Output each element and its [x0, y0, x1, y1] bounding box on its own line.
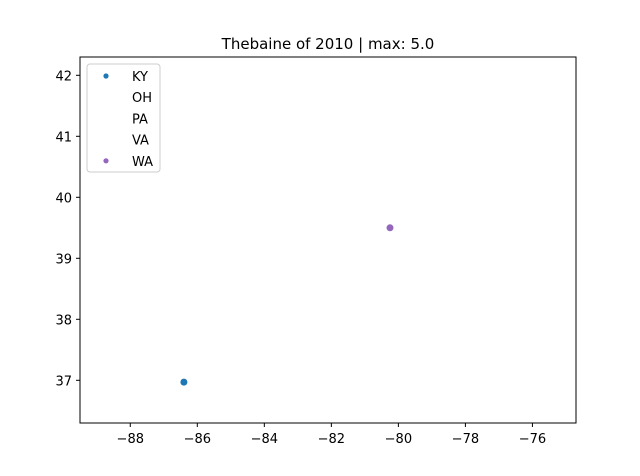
y-axis: 37 38 39 40 41 42 [55, 69, 80, 389]
x-tick-label: −84 [251, 432, 278, 447]
y-tick-label: 39 [55, 252, 72, 267]
data-point-ky [180, 378, 188, 386]
x-tick-label: −82 [318, 432, 345, 447]
legend-box [86, 63, 161, 173]
y-tick-label: 41 [55, 130, 72, 145]
y-tick-label: 40 [55, 191, 72, 206]
x-tick-label: −80 [385, 432, 412, 447]
legend-marker-ky [103, 73, 109, 79]
x-axis: −88 −86 −84 −82 −80 −78 −76 [117, 423, 546, 447]
legend-label-va: VA [132, 134, 149, 149]
x-tick-label: −88 [117, 432, 144, 447]
legend-label-wa: WA [132, 155, 153, 170]
legend: KY OH PA VA WA [86, 63, 161, 173]
y-tick-label: 42 [55, 69, 72, 84]
x-tick-label: −86 [184, 432, 211, 447]
x-tick-label: −76 [519, 432, 546, 447]
y-tick-label: 37 [55, 374, 72, 389]
legend-label-pa: PA [132, 112, 148, 127]
y-tick-label: 38 [55, 313, 72, 328]
data-point-wa [386, 224, 394, 232]
chart-title: Thebaine of 2010 | max: 5.0 [221, 35, 435, 53]
legend-label-ky: KY [132, 70, 148, 85]
x-tick-label: −78 [452, 432, 479, 447]
data-points [180, 224, 394, 386]
legend-marker-wa [103, 158, 109, 164]
plot-area [79, 56, 577, 424]
legend-label-oh: OH [132, 91, 152, 106]
